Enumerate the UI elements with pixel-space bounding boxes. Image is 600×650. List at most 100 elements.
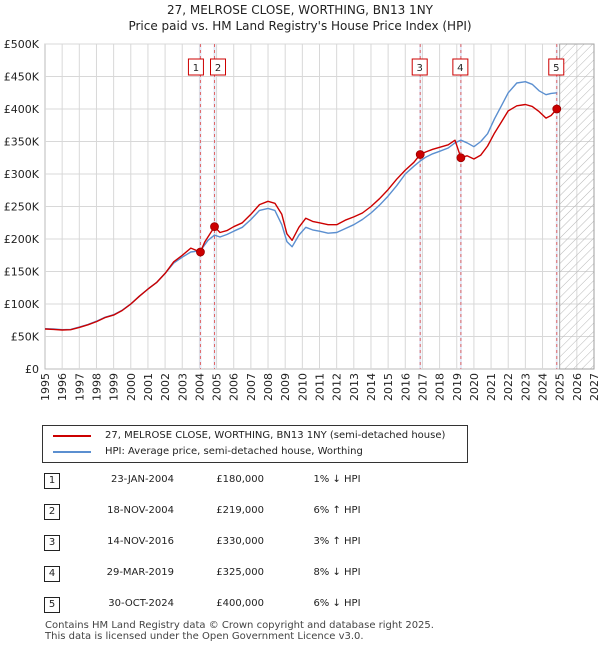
sale-label-box <box>411 58 428 76</box>
y-tick-label: £400K <box>4 103 40 116</box>
chart-title: 27, MELROSE CLOSE, WORTHING, BN13 1NY <box>166 3 434 17</box>
x-tick-label: 2009 <box>279 373 292 401</box>
footer-licence: This data is licensed under the Open Gov… <box>45 631 364 642</box>
y-tick-label: £100K <box>4 298 40 311</box>
sale-hpi-diff: 8% ↓ HPI <box>313 567 361 578</box>
x-tick-label: 2018 <box>434 373 447 401</box>
y-tick-label: £500K <box>4 38 40 51</box>
x-tick-label: 1998 <box>90 373 103 401</box>
legend-property-label: 27, MELROSE CLOSE, WORTHING, BN13 1NY (s… <box>105 430 446 441</box>
sale-point <box>552 104 562 114</box>
x-tick-label: 2017 <box>416 373 429 401</box>
sale-row: 4 29-MAR-2019 £325,000 8% ↓ HPI <box>42 563 562 594</box>
sale-price: £330,000 <box>216 536 264 547</box>
sale-date: 23-JAN-2004 <box>110 474 174 485</box>
sale-hpi-diff: 6% ↓ HPI <box>313 598 361 609</box>
sale-point <box>196 247 205 257</box>
x-tick-label: 2011 <box>314 373 327 401</box>
sale-date: 18-NOV-2004 <box>107 505 174 516</box>
sale-point <box>456 153 466 163</box>
sale-number: 3 <box>44 535 60 551</box>
x-tick-label: 1995 <box>39 373 52 401</box>
x-tick-label: 2014 <box>365 373 378 401</box>
x-tick-label: 2013 <box>348 373 361 401</box>
legend-hpi: HPI: Average price, semi-detached house,… <box>53 444 363 460</box>
property-price-line <box>44 103 558 331</box>
sale-label-text: 3 <box>417 63 423 74</box>
sale-date: 29-MAR-2019 <box>106 567 174 578</box>
x-tick-label: 2020 <box>468 373 481 401</box>
x-tick-label: 2008 <box>262 373 275 401</box>
y-tick-label: £150K <box>4 266 40 279</box>
x-tick-label: 1997 <box>73 373 86 401</box>
x-tick-label: 2025 <box>554 373 567 401</box>
x-tick-label: 1999 <box>108 373 121 401</box>
y-tick-label: £50K <box>11 331 40 344</box>
footer-copyright: Contains HM Land Registry data © Crown c… <box>45 620 434 631</box>
sale-label-text: 5 <box>553 63 559 74</box>
sale-hpi-diff: 1% ↓ HPI <box>313 474 361 485</box>
footer: Contains HM Land Registry data © Crown c… <box>45 620 434 642</box>
sale-number: 4 <box>44 566 60 582</box>
sale-row: 2 18-NOV-2004 £219,000 6% ↑ HPI <box>42 501 562 532</box>
sale-label-box <box>452 58 469 76</box>
sale-price: £325,000 <box>216 567 264 578</box>
x-tick-label: 2023 <box>519 373 532 401</box>
x-tick-label: 2021 <box>485 373 498 401</box>
x-tick-label: 2016 <box>399 373 412 401</box>
y-tick-label: £0 <box>25 363 39 376</box>
x-tick-label: 2027 <box>588 373 600 401</box>
legend-hpi-label: HPI: Average price, semi-detached house,… <box>105 446 363 457</box>
sale-point <box>210 222 219 232</box>
y-tick-label: £450K <box>4 71 40 84</box>
sale-date: 30-OCT-2024 <box>108 598 174 609</box>
sale-row: 1 23-JAN-2004 £180,000 1% ↓ HPI <box>42 470 562 501</box>
x-tick-label: 2004 <box>193 373 206 401</box>
sale-hpi-diff: 3% ↑ HPI <box>313 536 361 547</box>
x-tick-label: 2015 <box>382 373 395 401</box>
sale-label-text: 1 <box>193 63 199 74</box>
x-tick-label: 2000 <box>125 373 138 401</box>
sale-number: 5 <box>44 597 60 613</box>
future-hatch-region <box>559 43 595 370</box>
x-tick-label: 2010 <box>296 373 309 401</box>
y-tick-label: £200K <box>4 233 40 246</box>
x-tick-label: 2001 <box>142 373 155 401</box>
sales-table: 1 23-JAN-2004 £180,000 1% ↓ HPI 2 18-NOV… <box>42 470 562 625</box>
x-tick-label: 2007 <box>245 373 258 401</box>
sale-number: 1 <box>44 473 60 489</box>
x-tick-label: 2026 <box>571 373 584 401</box>
x-tick-label: 2012 <box>331 373 344 401</box>
sale-label-text: 4 <box>457 63 463 74</box>
x-tick-label: 2002 <box>159 373 172 401</box>
sale-point <box>415 150 425 159</box>
chart-subtitle: Price paid vs. HM Land Registry's House … <box>128 19 472 33</box>
sale-label-box <box>548 58 565 76</box>
legend-property: 27, MELROSE CLOSE, WORTHING, BN13 1NY (s… <box>53 428 445 444</box>
price-chart: 1 2 3 4 5 £0 £50K £100K £150K £200K £250K £300K £35… <box>4 38 600 401</box>
sale-label-text: 2 <box>215 63 221 74</box>
sale-number: 2 <box>44 504 60 520</box>
legend-property-swatch <box>53 435 91 437</box>
sale-date: 14-NOV-2016 <box>107 536 174 547</box>
sale-price: £400,000 <box>216 598 264 609</box>
sale-hpi-diff: 6% ↑ HPI <box>313 505 361 516</box>
x-tick-label: 2022 <box>502 373 515 401</box>
x-tick-label: 1996 <box>56 373 69 401</box>
sale-label-box <box>187 58 204 76</box>
y-tick-label: £300K <box>4 168 40 181</box>
y-tick-label: £250K <box>4 201 40 214</box>
x-tick-label: 2024 <box>537 373 550 401</box>
sale-row: 5 30-OCT-2024 £400,000 6% ↓ HPI <box>42 594 562 625</box>
sale-price: £180,000 <box>216 474 264 485</box>
legend: 27, MELROSE CLOSE, WORTHING, BN13 1NY (s… <box>42 425 468 463</box>
y-tick-label: £350K <box>4 136 40 149</box>
x-tick-label: 2003 <box>176 373 189 401</box>
x-tick-label: 2005 <box>211 373 224 401</box>
sale-price: £219,000 <box>216 505 264 516</box>
sale-label-box <box>210 58 227 76</box>
sale-row: 3 14-NOV-2016 £330,000 3% ↑ HPI <box>42 532 562 563</box>
x-tick-label: 2019 <box>451 373 464 401</box>
x-tick-label: 2006 <box>228 373 241 401</box>
legend-hpi-swatch <box>53 451 91 453</box>
